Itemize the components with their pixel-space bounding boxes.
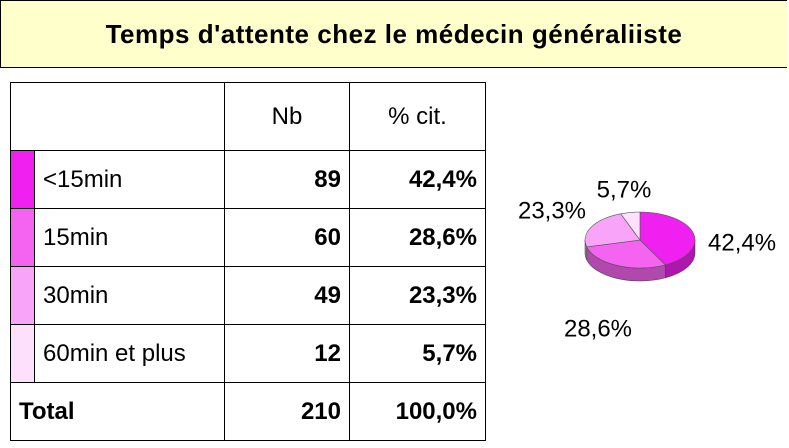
slice-label: 28,6% [564, 315, 632, 342]
slice-label: 23,3% [518, 197, 586, 224]
slice-shade [585, 240, 587, 260]
slice [620, 211, 641, 241]
color-swatch [10, 150, 35, 209]
header-cell: Nb [224, 82, 350, 151]
slice [584, 213, 641, 248]
row-label: <15min [34, 150, 225, 209]
header-row: Nb % cit. [10, 82, 486, 151]
slice-label: 42,4% [708, 229, 776, 256]
slice [586, 239, 666, 269]
count-cell: 89 [224, 150, 350, 209]
count-cell: 60 [224, 208, 350, 267]
table-body: Nb % cit. <15min 89 42,4% 15min 60 28,6% 30min… [10, 82, 486, 441]
slice [639, 211, 696, 266]
row-label: 30min [34, 266, 225, 325]
color-swatch [10, 324, 35, 383]
color-swatch [10, 266, 35, 325]
row-label: 60min et plus [34, 324, 225, 383]
row: 30min 49 23,3% [10, 266, 486, 325]
slice-label: 5,7% [597, 176, 652, 203]
percent-cell: 23,3% [349, 266, 486, 325]
percent-cell: 28,6% [349, 208, 486, 267]
total-label: Total [10, 382, 225, 441]
empty-cell [10, 82, 225, 151]
row: 60min et plus 12 5,7% [10, 324, 486, 383]
percent-cell: 42,4% [349, 150, 486, 209]
slice-shade [665, 240, 695, 278]
percent-cell: 5,7% [349, 324, 486, 383]
title: Temps d'attente chez le médecin générali… [0, 0, 787, 68]
row-label: 15min [34, 208, 225, 267]
total-count: 210 [224, 382, 350, 441]
slice-shade [586, 246, 666, 281]
count-cell: 49 [224, 266, 350, 325]
row: <15min 89 42,4% [10, 150, 486, 209]
row: 15min 60 28,6% [10, 208, 486, 267]
header-cell: % cit. [349, 82, 486, 151]
color-swatch [10, 208, 35, 267]
total-row: Total 210 100,0% [10, 382, 486, 441]
total-percent: 100,0% [349, 382, 486, 441]
data-table: Nb % cit. <15min 89 42,4% 15min 60 28,6% 30min… [10, 82, 486, 441]
